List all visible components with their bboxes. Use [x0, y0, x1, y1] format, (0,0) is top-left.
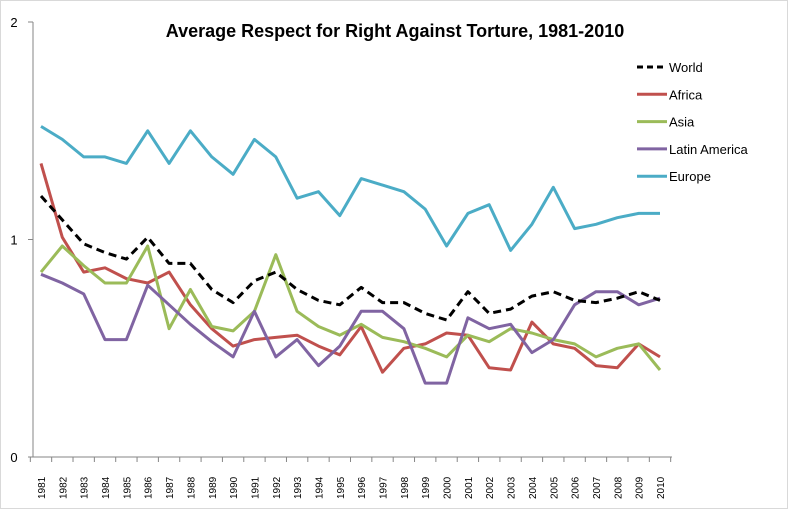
legend-label: Africa — [669, 87, 703, 102]
x-tick-label: 1991 — [250, 476, 261, 499]
x-tick-label: 1982 — [58, 476, 69, 499]
series-line-africa — [39, 162, 661, 374]
series-line-world — [39, 195, 661, 322]
x-tick-label: 1992 — [272, 476, 283, 499]
x-tick-label: 1984 — [101, 476, 112, 499]
chart-title: Average Respect for Right Against Tortur… — [166, 21, 624, 41]
x-tick-label: 1998 — [400, 476, 411, 499]
x-tick-label: 1994 — [314, 476, 325, 499]
x-tick-label: 1990 — [229, 476, 240, 499]
x-tick-label: 1993 — [293, 476, 304, 499]
x-tick-label: 1999 — [421, 476, 432, 499]
x-tick-label: 1986 — [144, 476, 155, 499]
x-tick-label: 1997 — [379, 476, 390, 499]
legend-label: Latin America — [669, 142, 749, 157]
x-tick-label: 1989 — [208, 476, 219, 499]
x-tick-label: 2005 — [549, 476, 560, 499]
x-tick-label: 2010 — [656, 476, 667, 499]
legend-label: Asia — [669, 115, 695, 130]
x-tick-label: 2001 — [464, 476, 475, 499]
y-tick-label: 2 — [10, 15, 17, 30]
legend-label: World — [669, 60, 703, 75]
x-tick-label: 1987 — [165, 476, 176, 499]
x-tick-label: 2009 — [635, 476, 646, 499]
legend: World Africa Asia Latin America Europe — [637, 60, 749, 184]
series-lines — [39, 125, 662, 385]
y-tick-label: 1 — [10, 233, 17, 248]
series-line-europe — [40, 125, 660, 252]
x-tick-label: 1996 — [357, 476, 368, 499]
x-tick-label: 2006 — [571, 476, 582, 499]
legend-label: Europe — [669, 169, 711, 184]
x-tick-label: 1981 — [37, 476, 48, 499]
x-tick-label: 2004 — [528, 476, 539, 499]
x-tick-label: 2007 — [592, 476, 603, 499]
y-tick-label: 0 — [10, 450, 17, 465]
x-tick-label: 2000 — [443, 476, 454, 499]
x-tick-label: 2002 — [485, 476, 496, 499]
axes: 0 1 2 1981 1982 1983 1984 1985 1986 1987 1988 1989 1… — [10, 15, 672, 499]
x-tick-label: 1995 — [336, 476, 347, 499]
series-line-latin-america — [40, 272, 661, 385]
x-tick-label: 1985 — [122, 476, 133, 499]
x-tick-label: 1983 — [80, 476, 91, 499]
x-tick-label: 2003 — [507, 476, 518, 499]
x-tick-label: 1988 — [186, 476, 197, 499]
x-tick-label: 2008 — [613, 476, 624, 499]
